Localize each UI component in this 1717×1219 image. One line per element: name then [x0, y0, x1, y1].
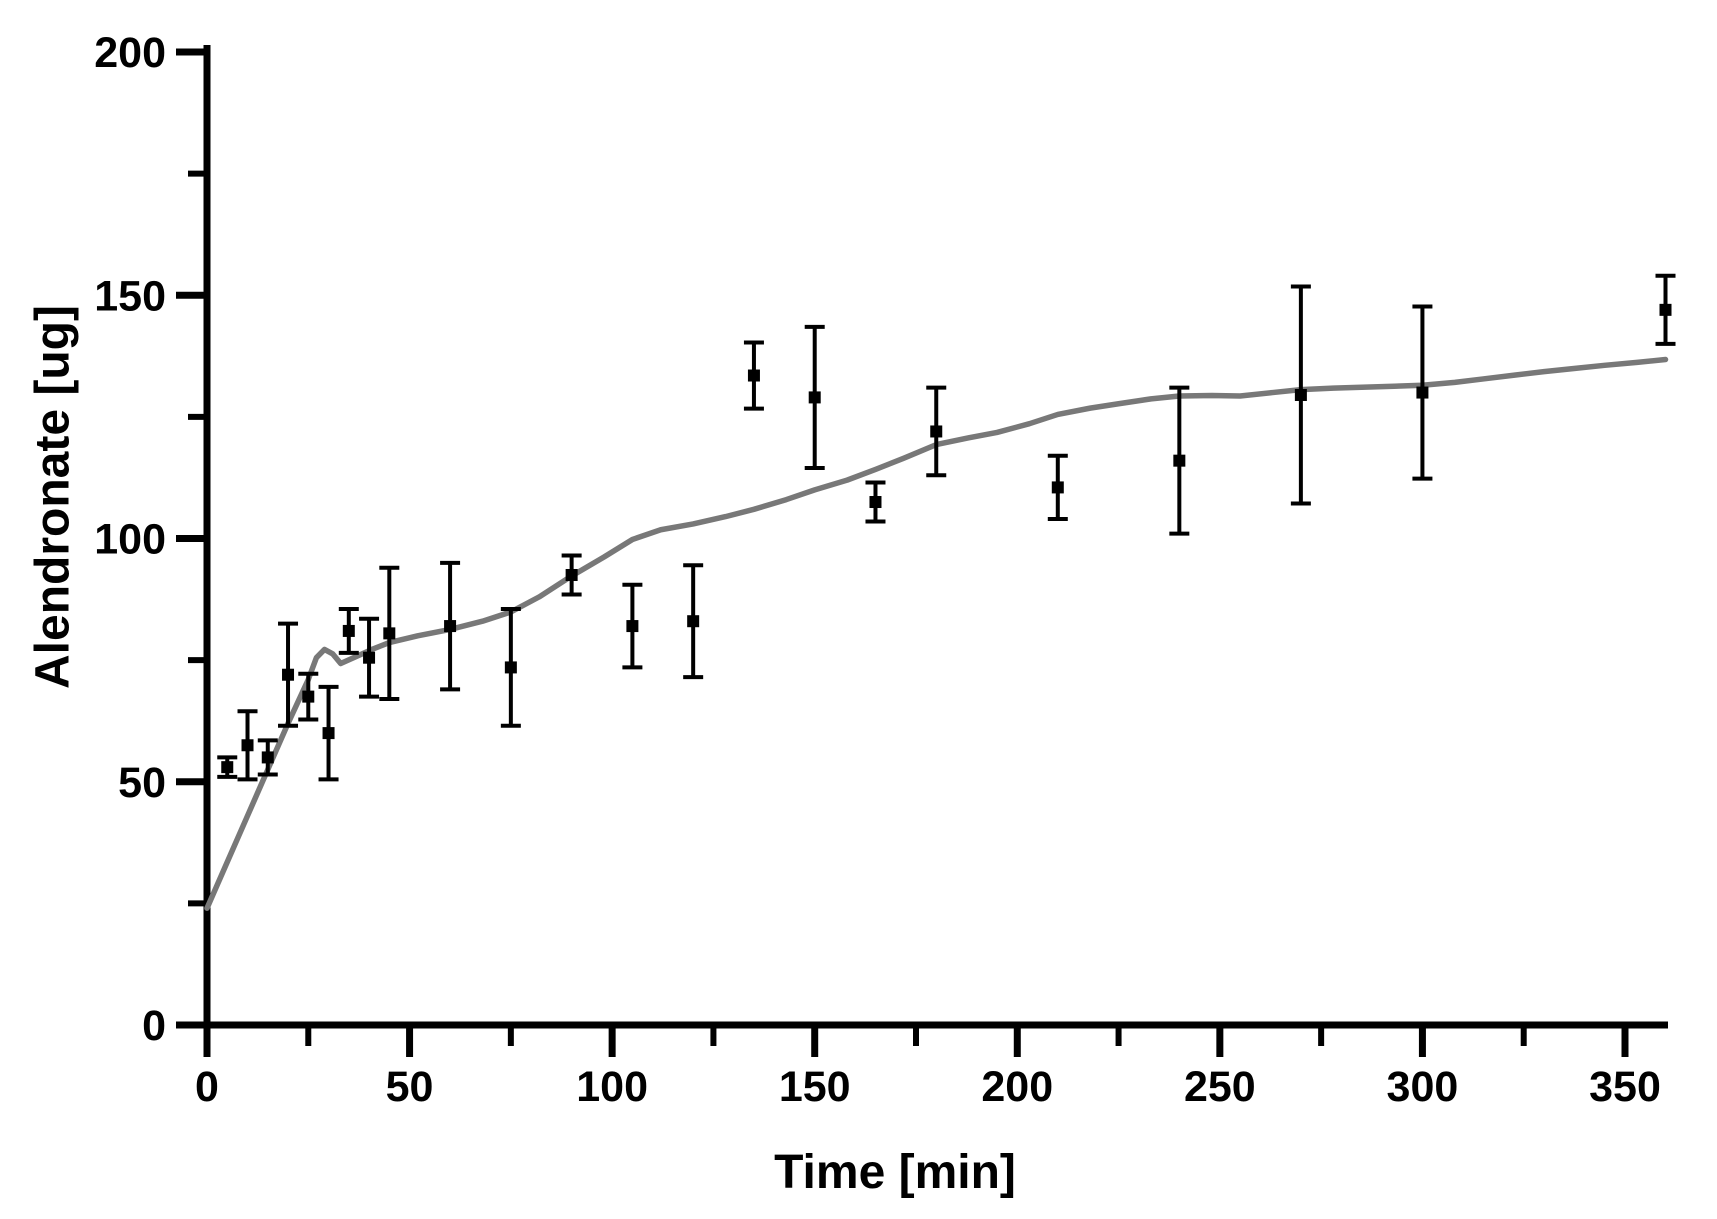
x-tick-label: 50	[386, 1063, 434, 1111]
x-tick-label: 300	[1387, 1063, 1459, 1111]
y-tick-label: 50	[118, 759, 166, 807]
x-tick-label: 350	[1589, 1063, 1661, 1111]
x-tick-label: 200	[981, 1063, 1053, 1111]
data-point	[869, 496, 882, 509]
data-point	[241, 739, 254, 752]
data-point	[565, 568, 578, 581]
data-point	[221, 761, 234, 774]
data-point	[1294, 388, 1307, 401]
data-point	[1051, 481, 1064, 494]
y-tick-label: 0	[142, 1002, 166, 1050]
data-point	[626, 620, 639, 633]
data-point	[261, 751, 274, 764]
data-point	[322, 727, 335, 740]
data-point	[1416, 386, 1429, 399]
fit-line	[204, 356, 1669, 911]
x-tick-label: 100	[576, 1063, 648, 1111]
x-axis-title: Time [min]	[774, 1146, 1016, 1199]
data-point	[687, 615, 700, 628]
y-axis-title: Alendronate [ug]	[26, 305, 80, 689]
x-tick-label: 0	[195, 1063, 219, 1111]
data-point	[1173, 454, 1186, 467]
data-point	[1659, 303, 1672, 316]
data-point	[383, 627, 396, 640]
x-tick-label: 250	[1184, 1063, 1256, 1111]
y-tick-label: 100	[94, 516, 166, 564]
data-point	[282, 668, 295, 681]
data-point	[363, 651, 376, 664]
data-point	[930, 425, 943, 438]
data-point	[504, 661, 517, 674]
data-point	[444, 620, 457, 633]
x-tick-label: 150	[779, 1063, 851, 1111]
data-point	[747, 369, 760, 382]
data-point	[342, 624, 355, 637]
data-point	[302, 690, 315, 703]
data-point	[808, 391, 821, 404]
y-tick-label: 200	[94, 29, 166, 77]
y-tick-label: 150	[94, 272, 166, 320]
